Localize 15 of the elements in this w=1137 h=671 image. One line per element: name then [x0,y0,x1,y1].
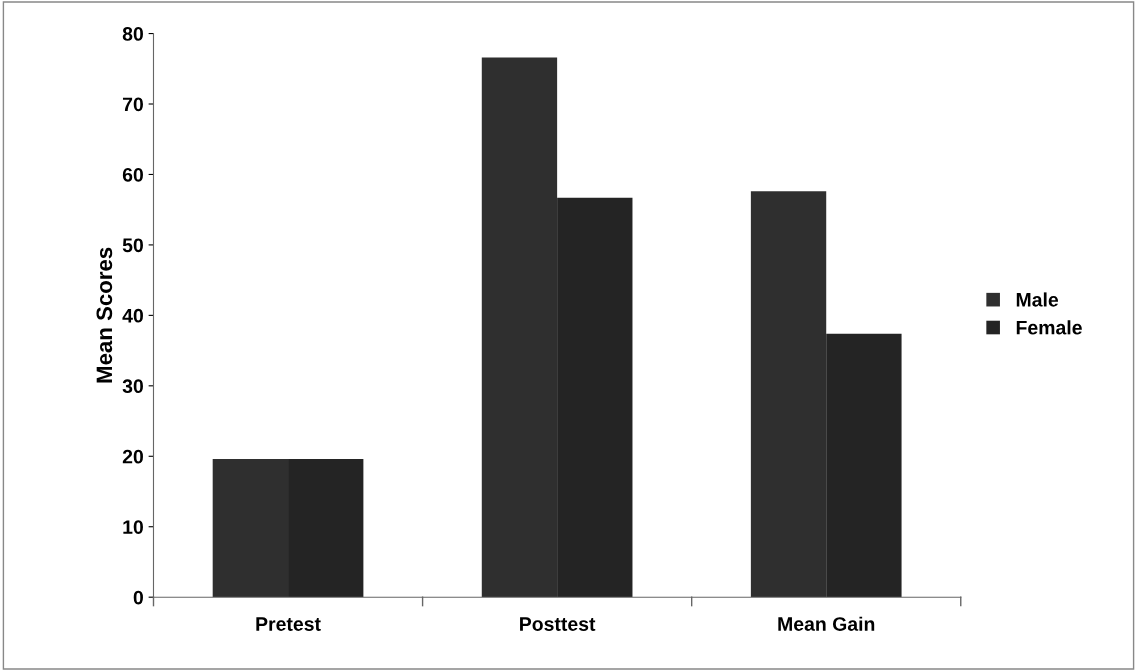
x-tick-label: Mean Gain [778,616,875,631]
y-tick-label: 50 [122,238,143,253]
y-axis-title: Mean Scores [96,247,113,383]
y-tick-label: 30 [122,379,143,394]
y-tick-label: 70 [122,97,143,112]
legend-label: Female [1016,320,1082,335]
x-tick-label: Posttest [520,617,596,631]
x-tick-label: Pretest [256,617,321,631]
legend-label: Male [1016,292,1059,307]
y-tick-label: 0 [133,590,143,605]
y-tick-label: 40 [122,308,143,323]
y-tick-label: 80 [122,27,143,41]
y-tick-label: 60 [122,167,143,182]
y-tick-label: 10 [123,520,143,534]
y-tick-label: 20 [122,449,143,464]
